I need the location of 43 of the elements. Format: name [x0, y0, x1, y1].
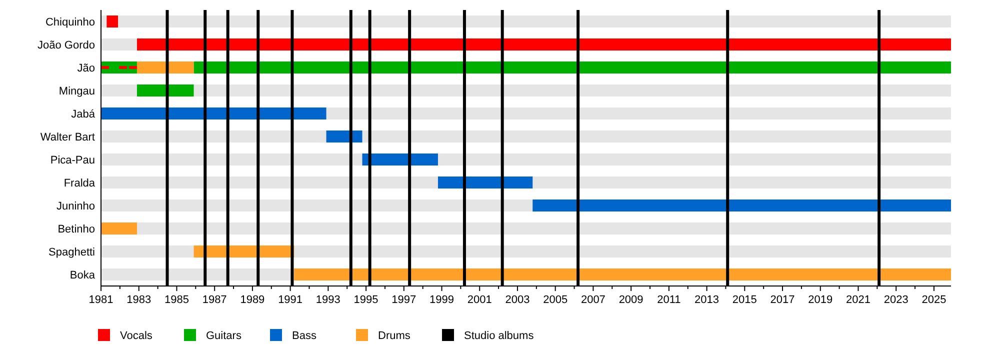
x-tick-label: 2009 — [618, 294, 644, 306]
y-tick-label: Betinho — [58, 224, 95, 236]
x-tick-label: 2013 — [694, 294, 720, 306]
y-tick-label: Jabá — [71, 108, 96, 120]
legend-label: Guitars — [206, 330, 242, 342]
x-tick-label: 2023 — [884, 294, 908, 306]
y-tick-label: Juninho — [56, 200, 95, 212]
y-tick-label: Pica-Pau — [50, 154, 95, 166]
text: Studio albums — [464, 330, 534, 342]
bar — [136, 62, 194, 74]
x-tick-label: 2007 — [580, 294, 606, 306]
x-tick-label: 1989 — [240, 294, 265, 306]
x-tick-label: 2015 — [732, 294, 757, 306]
x-tick-label: 1987 — [202, 294, 227, 306]
y-tick-label: João Gordo — [38, 40, 95, 52]
bar — [101, 66, 137, 69]
x-tick-label: 2017 — [770, 294, 795, 306]
x-tick-label: 1985 — [164, 294, 189, 306]
x-tick-label: 2025 — [922, 294, 946, 306]
y-tick-label: Chiquinho — [45, 16, 95, 28]
x-tick-label: 2011 — [657, 294, 681, 306]
y-tick-label: Fralda — [64, 178, 96, 190]
x-tick-label: 2003 — [505, 294, 530, 306]
y-tick-label: Spaghetti — [48, 246, 95, 258]
x-tick-label: 1997 — [392, 294, 416, 306]
bar — [194, 62, 951, 74]
x-tick-label: 2021 — [846, 294, 870, 306]
y-tick-label: Walter Bart — [40, 132, 95, 144]
x-tick-label: 2019 — [808, 294, 833, 306]
x-tick-label: 2001 — [467, 294, 492, 306]
y-tick-label: Boka — [70, 270, 96, 282]
x-tick-label: 1983 — [126, 294, 152, 306]
x-tick-label: 1993 — [316, 294, 340, 306]
legend-label: Drums — [378, 330, 411, 342]
legend-label: Bass — [292, 330, 317, 342]
legend-label: Vocals — [120, 330, 153, 342]
x-tick-label: 1999 — [430, 294, 454, 306]
y-tick-label: Jão — [77, 62, 95, 74]
x-tick-label: 1991 — [278, 294, 303, 306]
y-tick-label: Mingau — [58, 86, 95, 98]
x-tick-label: 1995 — [354, 294, 378, 306]
x-tick-label: 1981 — [88, 294, 114, 306]
x-tick-label: 2005 — [543, 294, 568, 306]
